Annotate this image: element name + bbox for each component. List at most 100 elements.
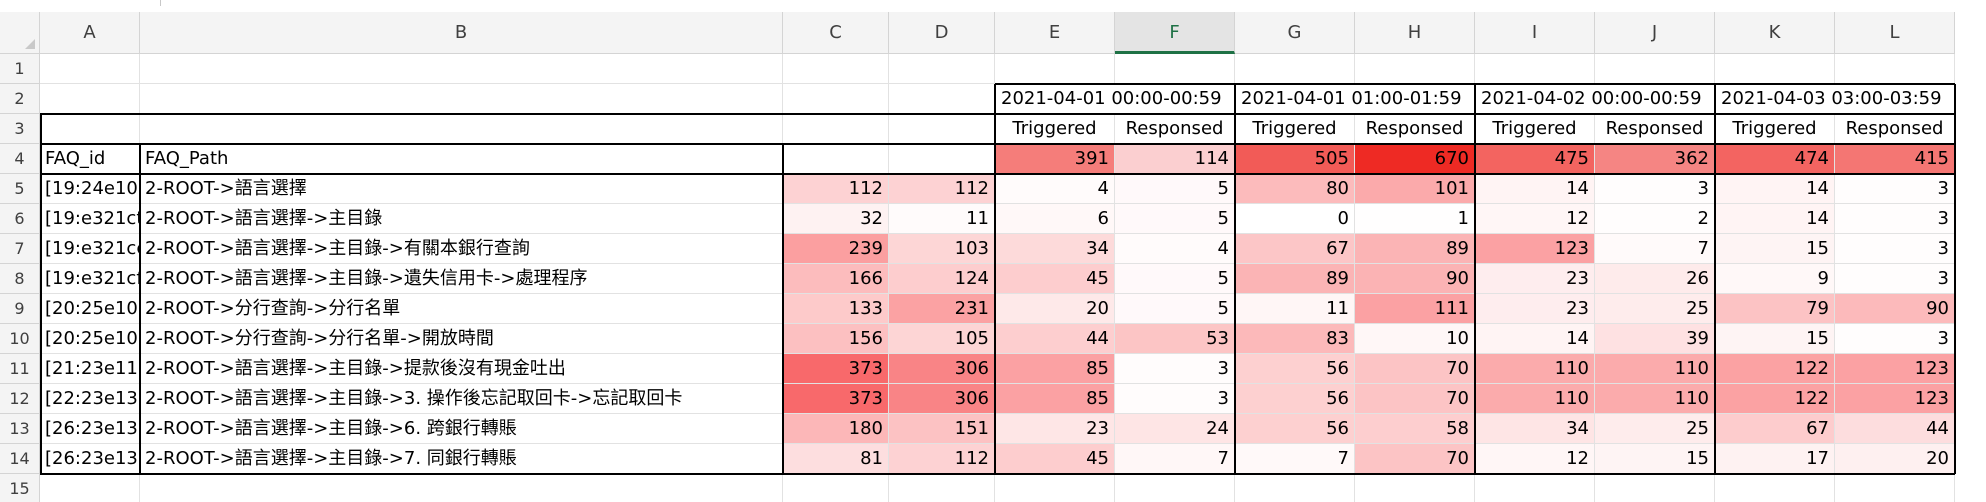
- triggered-cell[interactable]: 15: [1715, 234, 1835, 264]
- metric-triggered-header[interactable]: Triggered: [995, 114, 1115, 144]
- cell-b15[interactable]: [140, 474, 783, 502]
- count-d-cell[interactable]: 105: [889, 324, 995, 354]
- row-header-9[interactable]: 9: [0, 294, 40, 324]
- triggered-cell[interactable]: 11: [1235, 294, 1355, 324]
- faq-path-cell[interactable]: 2-ROOT->語言選擇->主目錄->6. 跨銀行轉賬: [140, 414, 783, 444]
- faq-path-cell[interactable]: 2-ROOT->語言選擇->主目錄: [140, 204, 783, 234]
- column-header-j[interactable]: J: [1595, 12, 1715, 54]
- cell-j1[interactable]: [1595, 54, 1715, 84]
- cell-d15[interactable]: [889, 474, 995, 502]
- responsed-cell[interactable]: 25: [1595, 294, 1715, 324]
- metric-triggered-header[interactable]: Triggered: [1475, 114, 1595, 144]
- responsed-cell[interactable]: 3: [1835, 204, 1955, 234]
- responsed-cell[interactable]: 39: [1595, 324, 1715, 354]
- responsed-cell[interactable]: 7: [1595, 234, 1715, 264]
- count-c-cell[interactable]: 32: [783, 204, 889, 234]
- cell-g15[interactable]: [1235, 474, 1355, 502]
- row-header-7[interactable]: 7: [0, 234, 40, 264]
- responsed-cell[interactable]: 3: [1595, 174, 1715, 204]
- faq-id-cell[interactable]: [19:e321cc: [40, 234, 140, 264]
- responsed-cell[interactable]: 70: [1355, 384, 1475, 414]
- cell-c3[interactable]: [783, 114, 889, 144]
- responsed-cell[interactable]: 3: [1835, 234, 1955, 264]
- count-c-cell[interactable]: 112: [783, 174, 889, 204]
- triggered-cell[interactable]: 67: [1235, 234, 1355, 264]
- responsed-cell[interactable]: 1: [1355, 204, 1475, 234]
- row-header-8[interactable]: 8: [0, 264, 40, 294]
- responsed-cell[interactable]: 101: [1355, 174, 1475, 204]
- faq-path-cell[interactable]: 2-ROOT->分行查詢->分行名單: [140, 294, 783, 324]
- period-header[interactable]: 2021-04-02 00:00-00:59: [1475, 84, 1715, 114]
- column-header-g[interactable]: G: [1235, 12, 1355, 54]
- responsed-cell[interactable]: 123: [1835, 384, 1955, 414]
- faq-id-cell[interactable]: [19:e321ct: [40, 204, 140, 234]
- metric-responsed-header[interactable]: Responsed: [1835, 114, 1955, 144]
- responsed-cell[interactable]: 3: [1835, 264, 1955, 294]
- triggered-cell[interactable]: 110: [1475, 354, 1595, 384]
- responsed-cell[interactable]: 5: [1115, 174, 1235, 204]
- total-cell[interactable]: 114: [1115, 144, 1235, 174]
- total-cell[interactable]: 474: [1715, 144, 1835, 174]
- responsed-cell[interactable]: 70: [1355, 444, 1475, 474]
- cell-j15[interactable]: [1595, 474, 1715, 502]
- triggered-cell[interactable]: 89: [1235, 264, 1355, 294]
- cell-f15[interactable]: [1115, 474, 1235, 502]
- triggered-cell[interactable]: 56: [1235, 384, 1355, 414]
- faq-path-cell[interactable]: 2-ROOT->語言選擇->主目錄->有關本銀行查詢: [140, 234, 783, 264]
- faq-path-cell[interactable]: 2-ROOT->語言選擇: [140, 174, 783, 204]
- triggered-cell[interactable]: 45: [995, 264, 1115, 294]
- count-c-cell[interactable]: 373: [783, 354, 889, 384]
- row-header-13[interactable]: 13: [0, 414, 40, 444]
- column-header-h[interactable]: H: [1355, 12, 1475, 54]
- column-header-k[interactable]: K: [1715, 12, 1835, 54]
- period-header[interactable]: 2021-04-01 00:00-00:59: [995, 84, 1235, 114]
- period-header[interactable]: 2021-04-01 01:00-01:59: [1235, 84, 1475, 114]
- responsed-cell[interactable]: 2: [1595, 204, 1715, 234]
- count-c-cell[interactable]: 180: [783, 414, 889, 444]
- metric-responsed-header[interactable]: Responsed: [1355, 114, 1475, 144]
- responsed-cell[interactable]: 44: [1835, 414, 1955, 444]
- cell-a2[interactable]: [40, 84, 140, 114]
- column-header-f[interactable]: F: [1115, 12, 1235, 54]
- faq-path-cell[interactable]: 2-ROOT->語言選擇->主目錄->提款後沒有現金吐出: [140, 354, 783, 384]
- row-header-10[interactable]: 10: [0, 324, 40, 354]
- triggered-cell[interactable]: 0: [1235, 204, 1355, 234]
- responsed-cell[interactable]: 25: [1595, 414, 1715, 444]
- cell-c4[interactable]: [783, 144, 889, 174]
- responsed-cell[interactable]: 15: [1595, 444, 1715, 474]
- row-header-14[interactable]: 14: [0, 444, 40, 474]
- row-header-1[interactable]: 1: [0, 54, 40, 84]
- cell-c15[interactable]: [783, 474, 889, 502]
- responsed-cell[interactable]: 5: [1115, 204, 1235, 234]
- total-cell[interactable]: 505: [1235, 144, 1355, 174]
- cell-e1[interactable]: [995, 54, 1115, 84]
- count-d-cell[interactable]: 103: [889, 234, 995, 264]
- metric-responsed-header[interactable]: Responsed: [1595, 114, 1715, 144]
- responsed-cell[interactable]: 24: [1115, 414, 1235, 444]
- triggered-cell[interactable]: 20: [995, 294, 1115, 324]
- triggered-cell[interactable]: 4: [995, 174, 1115, 204]
- faq-id-cell[interactable]: [19:24e10: [40, 174, 140, 204]
- faq-path-header[interactable]: FAQ_Path: [140, 144, 783, 174]
- triggered-cell[interactable]: 56: [1235, 354, 1355, 384]
- triggered-cell[interactable]: 80: [1235, 174, 1355, 204]
- triggered-cell[interactable]: 14: [1475, 174, 1595, 204]
- count-d-cell[interactable]: 306: [889, 354, 995, 384]
- cell-l15[interactable]: [1835, 474, 1955, 502]
- responsed-cell[interactable]: 3: [1115, 354, 1235, 384]
- faq-path-cell[interactable]: 2-ROOT->分行查詢->分行名單->開放時間: [140, 324, 783, 354]
- faq-id-cell[interactable]: [20:25e10: [40, 324, 140, 354]
- triggered-cell[interactable]: 45: [995, 444, 1115, 474]
- triggered-cell[interactable]: 6: [995, 204, 1115, 234]
- count-c-cell[interactable]: 373: [783, 384, 889, 414]
- faq-id-cell[interactable]: [26:23e13: [40, 444, 140, 474]
- responsed-cell[interactable]: 20: [1835, 444, 1955, 474]
- cell-a15[interactable]: [40, 474, 140, 502]
- total-cell[interactable]: 475: [1475, 144, 1595, 174]
- responsed-cell[interactable]: 90: [1355, 264, 1475, 294]
- triggered-cell[interactable]: 12: [1475, 204, 1595, 234]
- faq-id-cell[interactable]: [20:25e10: [40, 294, 140, 324]
- metric-triggered-header[interactable]: Triggered: [1715, 114, 1835, 144]
- faq-id-header[interactable]: FAQ_id: [40, 144, 140, 174]
- cell-d3[interactable]: [889, 114, 995, 144]
